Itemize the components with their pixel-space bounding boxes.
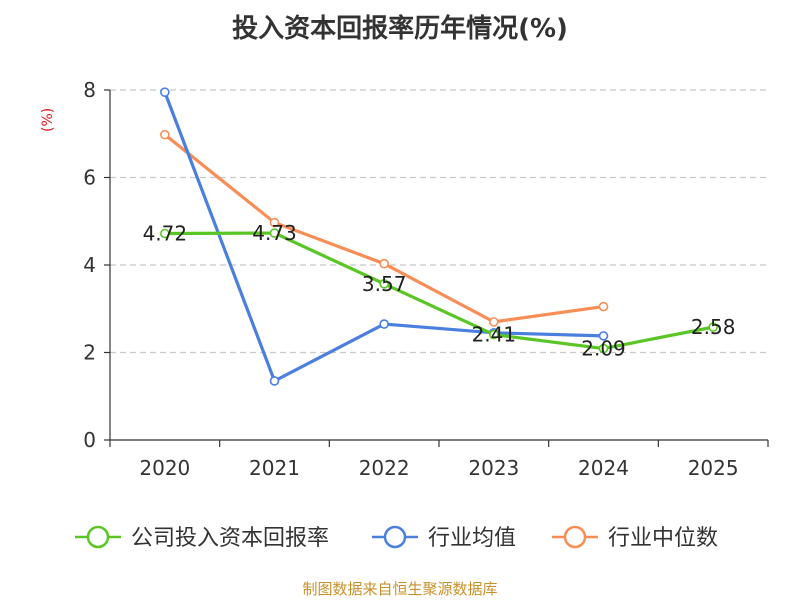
x-tick-label: 2025 <box>688 456 739 480</box>
y-tick-label: 6 <box>83 166 96 190</box>
data-point <box>160 87 170 97</box>
data-point <box>160 228 170 239</box>
data-point <box>379 258 389 269</box>
legend-label: 行业均值 <box>428 526 516 551</box>
legend-label: 公司投入资本回报率 <box>131 526 329 551</box>
legend-marker <box>86 525 110 549</box>
data-point <box>269 228 280 238</box>
data-point <box>160 129 170 140</box>
label-layer: 4.72 4.73 3.57 2.41 2.09 2.58 <box>143 221 736 361</box>
x-tick-label: 2023 <box>468 456 519 480</box>
chart-title: 投入资本回报率历年情况(%) <box>232 14 568 44</box>
series-line <box>163 91 604 383</box>
data-point <box>708 322 718 332</box>
x-tick-label: 2024 <box>578 456 629 480</box>
data-label: 2.41 <box>472 323 517 347</box>
data-point <box>489 317 499 327</box>
series-line <box>164 231 714 351</box>
x-tick-label: 2022 <box>359 456 410 480</box>
data-point <box>269 376 280 386</box>
legend-item[interactable]: 行业中位数 <box>552 525 718 551</box>
legend-item[interactable]: 公司投入资本回报率 <box>75 525 329 551</box>
axis-layer: 0 2 4 6 8 2020 2021 2022 2023 2024 2025 <box>83 78 769 480</box>
data-label: 4.72 <box>143 222 188 246</box>
data-point <box>379 279 389 289</box>
data-point <box>598 331 609 341</box>
x-tick-label: 2020 <box>139 456 190 480</box>
series-layer <box>160 87 718 386</box>
data-point <box>598 343 609 354</box>
x-tick-label: 2021 <box>249 456 300 480</box>
data-label: 2.58 <box>691 315 736 339</box>
legend-item[interactable]: 行业均值 <box>372 525 516 551</box>
legend[interactable]: 公司投入资本回报率 行业均值 行业中位数 <box>75 525 718 551</box>
legend-label: 行业中位数 <box>608 526 718 551</box>
data-label: 2.09 <box>581 337 626 361</box>
data-point <box>489 329 499 340</box>
y-tick-label: 2 <box>83 341 96 365</box>
y-tick-label: 0 <box>83 428 96 452</box>
data-point <box>379 319 389 329</box>
legend-marker <box>563 525 587 549</box>
data-point <box>598 301 609 312</box>
legend-marker <box>383 525 407 549</box>
data-source-note: 制图数据来自恒生聚源数据库 <box>302 580 498 598</box>
y-tick-label: 4 <box>83 253 96 277</box>
y-tick-label: 8 <box>83 78 96 102</box>
grid-layer <box>110 89 768 354</box>
data-label: 4.73 <box>252 221 297 245</box>
data-point <box>269 217 280 228</box>
data-label: 3.57 <box>362 272 407 296</box>
